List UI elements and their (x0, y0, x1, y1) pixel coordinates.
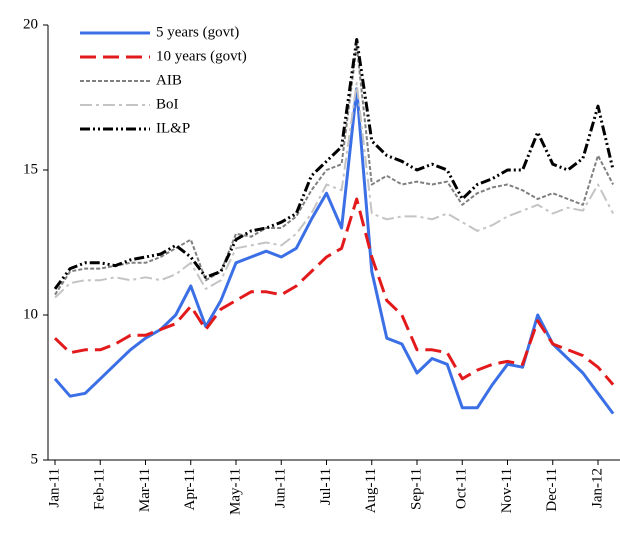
x-tick-label: Oct-11 (454, 468, 470, 509)
legend-label: IL&P (156, 120, 190, 136)
x-tick-label: Feb-11 (92, 468, 108, 510)
y-tick-label: 15 (23, 161, 38, 177)
x-tick-label: Nov-11 (499, 468, 515, 513)
x-tick-label: Jan-12 (589, 468, 605, 508)
series-line (54, 82, 614, 299)
legend-label: BoI (156, 96, 179, 112)
legend-label: 5 years (govt) (156, 24, 239, 40)
x-tick-label: Jan-11 (46, 468, 62, 507)
x-tick-label: Aug-11 (363, 468, 379, 513)
series-line (53, 197, 615, 386)
x-tick-label: May-11 (227, 468, 243, 515)
x-tick-label: Sep-11 (408, 468, 424, 510)
series-line (53, 87, 615, 415)
series-line (53, 38, 615, 290)
x-tick-label: Dec-11 (544, 468, 560, 512)
y-tick-label: 5 (31, 451, 39, 467)
x-tick-label: Jul-11 (318, 468, 334, 505)
x-tick-label: Mar-11 (137, 468, 153, 512)
x-tick-label: Apr-11 (182, 468, 198, 510)
x-tick-label: Jun-11 (273, 468, 289, 508)
y-tick-label: 10 (23, 306, 38, 322)
series-line (54, 44, 614, 296)
y-tick-label: 20 (23, 16, 38, 32)
legend-label: AIB (156, 72, 182, 88)
legend-label: 10 years (govt) (156, 48, 247, 64)
